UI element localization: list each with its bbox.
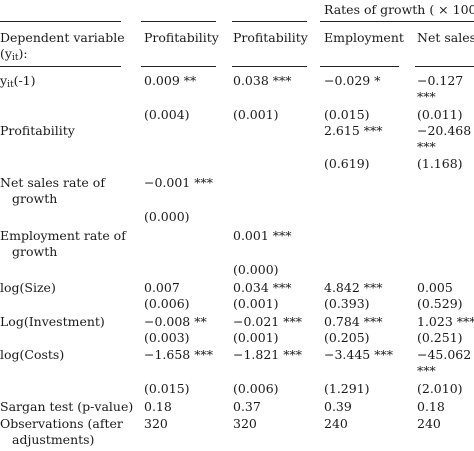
se-investment-col5: (0.251) — [417, 330, 463, 345]
header-rule-left — [0, 66, 121, 67]
se-size-col4: (0.393) — [324, 296, 370, 311]
obs-col3: 320 — [233, 416, 257, 431]
coef-ylag-col4: −0.029 * — [324, 73, 381, 88]
se-ylag-col5: (0.011) — [417, 107, 463, 122]
stars-costs-col5: *** — [417, 363, 436, 378]
coef-size-col5: 0.005 — [417, 280, 453, 295]
row-label-netsales-line2: growth — [12, 191, 58, 206]
top-rule-left — [0, 21, 121, 22]
se-investment-col4: (0.205) — [324, 330, 370, 345]
col-header-net-sales: Net sales — [417, 30, 474, 45]
se-ylag-col2: (0.004) — [144, 107, 190, 122]
row-label-sargan: Sargan test (p-value) — [0, 399, 134, 414]
coef-profitability-col4: 2.615 *** — [324, 123, 383, 138]
se-costs-col3: (0.006) — [233, 381, 279, 396]
se-size-col2: (0.006) — [144, 296, 190, 311]
coef-investment-col5: 1.023 *** — [417, 314, 474, 329]
se-ylag-col4: (0.015) — [324, 107, 370, 122]
se-investment-col3: (0.001) — [233, 330, 279, 345]
se-costs-col2: (0.015) — [144, 381, 190, 396]
se-ylag-col3: (0.001) — [233, 107, 279, 122]
coef-size-col2: 0.007 — [144, 280, 180, 295]
row-label-ylag: yit(-1) — [0, 73, 36, 91]
group-header: Rates of growth ( × 100) — [324, 2, 474, 17]
row-label-profitability: Profitability — [0, 123, 75, 138]
row-label-netsales-line1: Net sales rate of — [0, 175, 105, 190]
coef-size-col3: 0.034 *** — [233, 280, 292, 295]
coef-ylag-col3: 0.038 *** — [233, 73, 292, 88]
dep-var-label-line1: Dependent variable — [0, 30, 125, 45]
stars-profitability-col5: *** — [417, 139, 436, 154]
coef-investment-col2: −0.008 ** — [144, 314, 207, 329]
se-size-col3: (0.001) — [233, 296, 279, 311]
coef-ylag-col5: −0.127 — [417, 73, 464, 88]
sargan-col3: 0.37 — [233, 399, 261, 414]
obs-col2: 320 — [144, 416, 168, 431]
row-label-employment-line1: Employment rate of — [0, 228, 126, 243]
se-profitability-col5: (1.168) — [417, 156, 463, 171]
coef-investment-col3: −0.021 *** — [233, 314, 302, 329]
row-label-size: log(Size) — [0, 280, 56, 295]
row-label-obs-line2: adjustments) — [12, 432, 95, 447]
stars-ylag-col5: *** — [417, 89, 436, 104]
obs-col5: 240 — [417, 416, 441, 431]
se-employment-col3: (0.000) — [233, 262, 279, 277]
se-profitability-col4: (0.619) — [324, 156, 370, 171]
row-label-obs-line1: Observations (after — [0, 416, 123, 431]
sargan-col2: 0.18 — [144, 399, 172, 414]
coef-costs-col5: −45.062 — [417, 347, 472, 362]
coef-size-col4: 4.842 *** — [324, 280, 383, 295]
top-rule-col2 — [141, 21, 216, 22]
header-rule-col4 — [320, 66, 399, 67]
obs-col4: 240 — [324, 416, 348, 431]
col-header-employment: Employment — [324, 30, 404, 45]
coef-costs-col3: −1.821 *** — [233, 347, 302, 362]
row-label-employment-line2: growth — [12, 244, 58, 259]
se-costs-col4: (1.291) — [324, 381, 370, 396]
se-costs-col5: (2.010) — [417, 381, 463, 396]
coef-netsales-col2: −0.001 *** — [144, 175, 213, 190]
header-rule-col2 — [141, 66, 216, 67]
col-header-profitability-2: Profitability — [233, 30, 308, 45]
header-rule-col3 — [232, 66, 307, 67]
row-label-investment: Log(Investment) — [0, 314, 105, 329]
coef-investment-col4: 0.784 *** — [324, 314, 383, 329]
top-rule-col3 — [232, 21, 307, 22]
header-rule-col5 — [415, 66, 474, 67]
row-label-costs: log(Costs) — [0, 347, 65, 362]
se-netsales-col2: (0.000) — [144, 209, 190, 224]
coef-costs-col2: −1.658 *** — [144, 347, 213, 362]
coef-profitability-col5: −20.468 — [417, 123, 472, 138]
col-header-profitability-1: Profitability — [144, 30, 219, 45]
coef-ylag-col2: 0.009 ** — [144, 73, 197, 88]
se-investment-col2: (0.003) — [144, 330, 190, 345]
coef-costs-col4: −3.445 *** — [324, 347, 393, 362]
group-header-rule — [320, 21, 474, 22]
se-size-col5: (0.529) — [417, 296, 463, 311]
sargan-col4: 0.39 — [324, 399, 352, 414]
sargan-col5: 0.18 — [417, 399, 445, 414]
coef-employment-col3: 0.001 *** — [233, 228, 292, 243]
dep-var-label-line2: (yit): — [0, 46, 28, 64]
